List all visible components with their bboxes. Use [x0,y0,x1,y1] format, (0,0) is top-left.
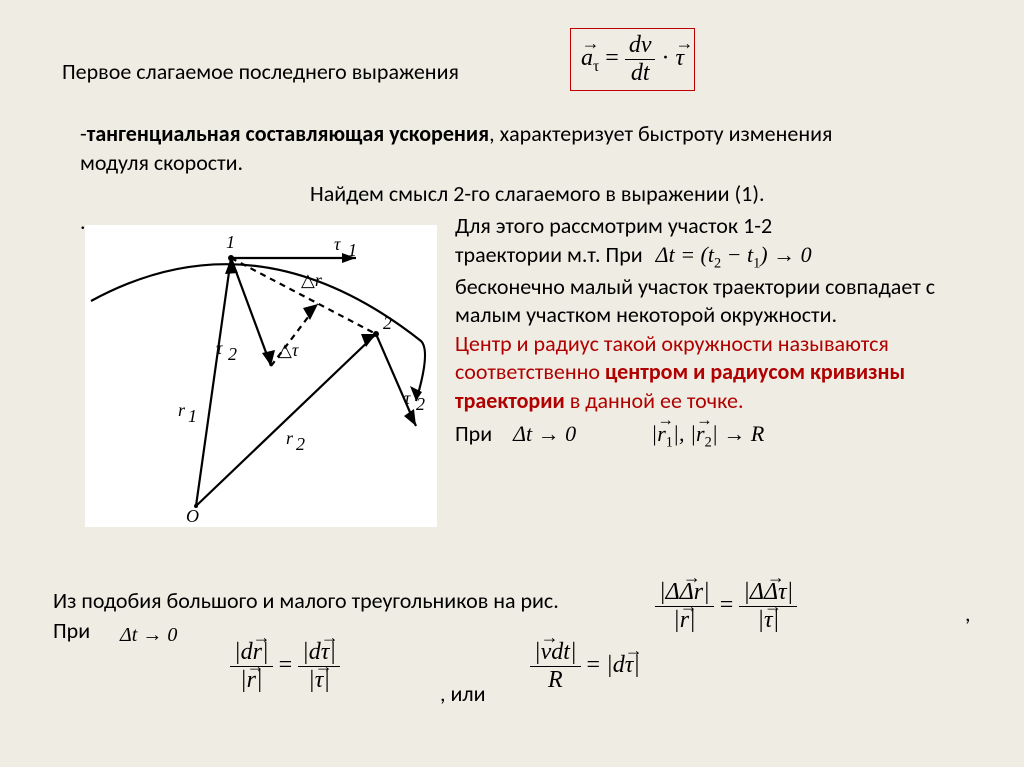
svg-text:△r⃗: △r⃗ [301,270,336,290]
dr-dtau-eq: |dr| |r| = |dτ| |τ| [230,640,340,693]
svg-text:2: 2 [296,434,305,454]
svg-text:2: 2 [416,394,425,414]
tau-vec: τ [675,43,684,74]
delta-t-limit-1: Δt = (t2 − t1) → 0 [656,242,812,267]
svg-text:1: 1 [188,406,197,426]
vdt-R-eq: |vdt| R = |dτ| [530,640,640,693]
r1-r2-to-R: |r1|, |r2| → R [651,421,764,446]
delta-t-to-0-b: Δt → 0 [120,622,177,648]
intro-text: Первое слагаемое последнего выражения [62,58,459,87]
dv-dt-fraction: dv dt [625,33,656,86]
similarity-line: Из подобия большого и малого треугольник… [53,587,559,616]
or-label: , или [440,680,485,709]
svg-text:2: 2 [383,313,392,333]
svg-text:2: 2 [228,344,237,364]
tangential-definition: -тангенциальная составляющая ускорения, … [80,120,900,177]
explanation-block: Для этого рассмотрим участок 1-2 траекто… [455,212,980,452]
svg-text:1: 1 [348,240,357,260]
tangential-formula-box: aτ = dv dt · τ [570,28,695,91]
find-meaning-line: Найдем смысл 2-го слагаемого в выражении… [310,180,765,209]
trajectory-diagram: 1 2 O τ⃗1 τ⃗2 △τ⃗ △r⃗ r⃗1 r⃗2 τ⃗2 [85,225,437,527]
svg-text:1: 1 [226,232,235,252]
trailing-comma-1: , [965,600,971,629]
svg-text:O: O [186,506,199,526]
similarity-ratio-eq: |ΔΔr| |r| = |ΔΔτ| |τ| [655,580,797,633]
svg-text:△τ⃗: △τ⃗ [278,340,312,360]
a-tau-vec: aτ [581,43,599,77]
delta-t-to-0: Δt → 0 [513,421,576,446]
pri-label: При [53,617,90,646]
